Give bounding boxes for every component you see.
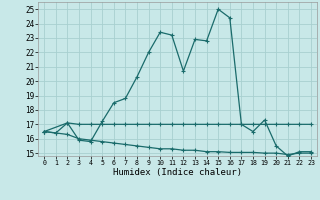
X-axis label: Humidex (Indice chaleur): Humidex (Indice chaleur) xyxy=(113,168,242,177)
